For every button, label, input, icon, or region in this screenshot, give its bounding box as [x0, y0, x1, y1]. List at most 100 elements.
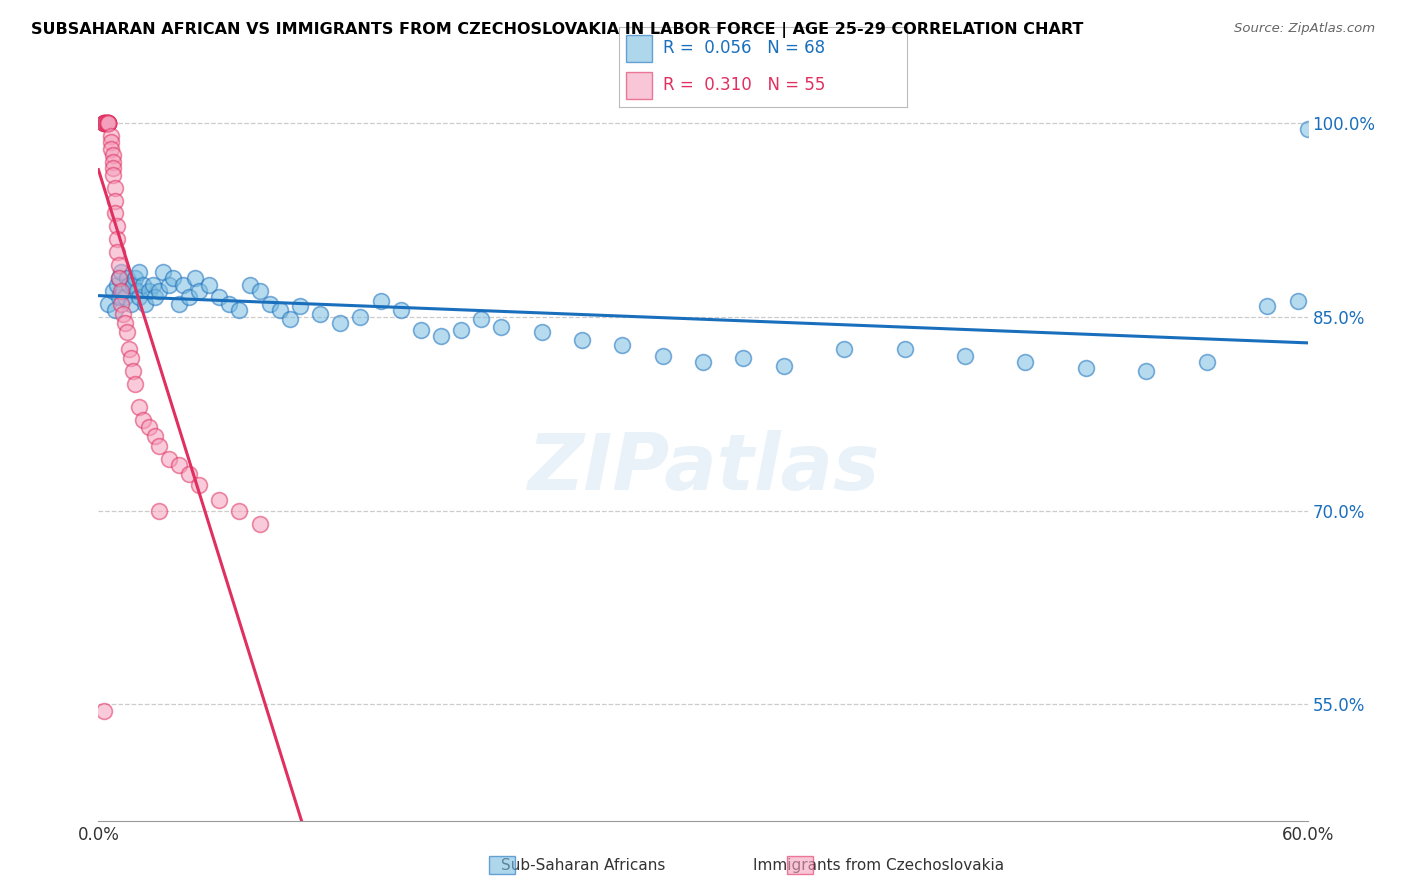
Point [101, 148, 124, 162]
Point [288, 300, 311, 314]
Point [101, 168, 124, 182]
Point [101, 161, 124, 176]
Point [772, 359, 794, 373]
Point [409, 323, 432, 337]
Point [259, 297, 281, 311]
Point [249, 516, 271, 531]
Point [450, 323, 472, 337]
Point [114, 290, 136, 304]
Point [132, 413, 155, 427]
Point [1296, 122, 1319, 136]
Point [1195, 355, 1218, 369]
Point [107, 271, 129, 285]
Point [138, 284, 160, 298]
Point [172, 277, 194, 292]
Point [1256, 300, 1278, 314]
Point [110, 297, 132, 311]
Point [97, 116, 120, 130]
Point [1014, 355, 1036, 369]
Point [125, 284, 148, 298]
Point [93, 116, 115, 130]
Point [93, 116, 115, 130]
Point [97, 116, 120, 130]
Point [198, 277, 221, 292]
Point [105, 245, 128, 260]
Point [103, 194, 125, 208]
Point [530, 326, 553, 340]
Point [128, 264, 150, 278]
Point [309, 307, 332, 321]
FancyBboxPatch shape [626, 35, 652, 62]
Point [571, 333, 593, 347]
Point [142, 277, 165, 292]
Point [249, 284, 271, 298]
Point [120, 297, 142, 311]
Point [124, 271, 146, 285]
Text: Source: ZipAtlas.com: Source: ZipAtlas.com [1234, 22, 1375, 36]
Point [110, 284, 132, 298]
Point [179, 290, 201, 304]
Point [105, 219, 128, 234]
Point [97, 116, 120, 130]
Point [239, 277, 262, 292]
Point [612, 338, 634, 352]
Point [148, 284, 170, 298]
Point [228, 503, 250, 517]
Point [111, 284, 134, 298]
Point [349, 310, 371, 324]
Point [148, 439, 170, 453]
Point [470, 312, 492, 326]
Point [100, 128, 122, 143]
Point [96, 116, 118, 130]
Point [101, 284, 124, 298]
Text: ZIPatlas: ZIPatlas [527, 431, 879, 507]
Point [152, 264, 174, 278]
Point [179, 467, 201, 482]
Point [132, 277, 155, 292]
Point [1074, 361, 1097, 376]
Point [93, 116, 115, 130]
Point [93, 704, 115, 718]
Point [184, 271, 207, 285]
Point [143, 290, 166, 304]
Point [115, 326, 138, 340]
Point [208, 290, 231, 304]
Point [105, 277, 128, 292]
Point [107, 258, 129, 272]
Point [103, 180, 125, 194]
Point [157, 451, 180, 466]
Point [188, 284, 211, 298]
Point [651, 349, 673, 363]
Point [893, 342, 915, 356]
Point [118, 342, 141, 356]
Point [100, 136, 122, 150]
Point [96, 116, 118, 130]
Point [167, 297, 190, 311]
Point [1135, 364, 1157, 378]
Text: Immigrants from Czechoslovakia: Immigrants from Czechoslovakia [754, 858, 1004, 872]
Point [101, 154, 124, 169]
Point [93, 116, 115, 130]
Point [93, 116, 115, 130]
Point [97, 116, 120, 130]
Point [111, 307, 134, 321]
Point [103, 303, 125, 318]
Point [370, 294, 392, 309]
Point [1286, 294, 1309, 309]
Text: SUBSAHARAN AFRICAN VS IMMIGRANTS FROM CZECHOSLOVAKIA IN LABOR FORCE | AGE 25-29 : SUBSAHARAN AFRICAN VS IMMIGRANTS FROM CZ… [31, 22, 1083, 38]
Point [329, 316, 352, 330]
Point [107, 290, 129, 304]
Point [105, 232, 128, 246]
Point [107, 271, 129, 285]
Point [692, 355, 714, 369]
Point [162, 271, 184, 285]
Point [218, 297, 240, 311]
Point [96, 116, 118, 130]
Point [167, 458, 190, 473]
Point [115, 271, 138, 285]
Point [97, 116, 120, 130]
Point [124, 376, 146, 391]
Point [278, 312, 301, 326]
Point [953, 349, 976, 363]
Point [97, 297, 120, 311]
